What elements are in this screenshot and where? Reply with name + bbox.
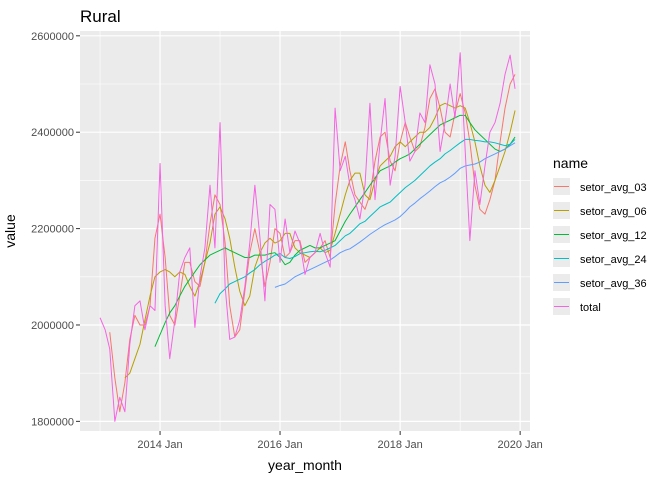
legend-label: total — [580, 302, 601, 314]
legend-title: name — [553, 155, 588, 171]
y-axis: 1800000 2000000 2200000 2400000 2600000 — [31, 31, 80, 428]
legend-label: setor_avg_12 — [580, 230, 647, 242]
y-tick-label: 2200000 — [31, 224, 74, 236]
y-tick-label: 2600000 — [31, 31, 74, 43]
x-tick-label: 2018 Jan — [378, 439, 423, 451]
series-line-setor_avg_36 — [274, 142, 516, 288]
y-tick-label: 1800000 — [31, 416, 74, 428]
legend-label: setor_avg_36 — [580, 278, 647, 290]
chart-title: Rural — [80, 7, 121, 26]
plot-panel — [80, 31, 530, 431]
y-axis-label: value — [2, 214, 18, 248]
series-line-setor_avg_24 — [214, 138, 516, 304]
major-grid — [80, 31, 530, 431]
series-lines — [99, 52, 516, 422]
y-tick-label: 2000000 — [31, 320, 74, 332]
x-axis-label: year_month — [268, 457, 342, 473]
legend: name setor_avg_03 setor_avg_06 setor_avg_1… — [553, 155, 647, 315]
x-tick-label: 2014 Jan — [137, 439, 182, 451]
series-line-total — [99, 52, 516, 422]
legend-label: setor_avg_24 — [580, 254, 647, 266]
legend-label: setor_avg_03 — [580, 182, 647, 194]
x-tick-label: 2016 Jan — [257, 439, 302, 451]
x-tick-label: 2020 Jan — [498, 439, 543, 451]
x-axis: 2014 Jan 2016 Jan 2018 Jan 2020 Jan — [137, 431, 543, 451]
y-tick-label: 2400000 — [31, 127, 74, 139]
legend-label: setor_avg_06 — [580, 206, 647, 218]
